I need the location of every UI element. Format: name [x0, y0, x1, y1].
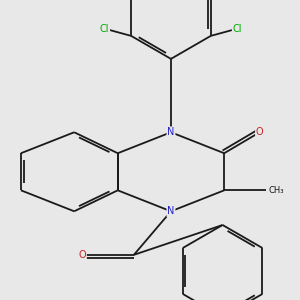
- Text: N: N: [167, 206, 175, 216]
- Text: Cl: Cl: [232, 24, 242, 34]
- Text: O: O: [78, 250, 86, 260]
- Text: N: N: [167, 127, 175, 137]
- Text: O: O: [256, 127, 263, 137]
- Text: CH₃: CH₃: [268, 186, 284, 195]
- Text: Cl: Cl: [100, 24, 109, 34]
